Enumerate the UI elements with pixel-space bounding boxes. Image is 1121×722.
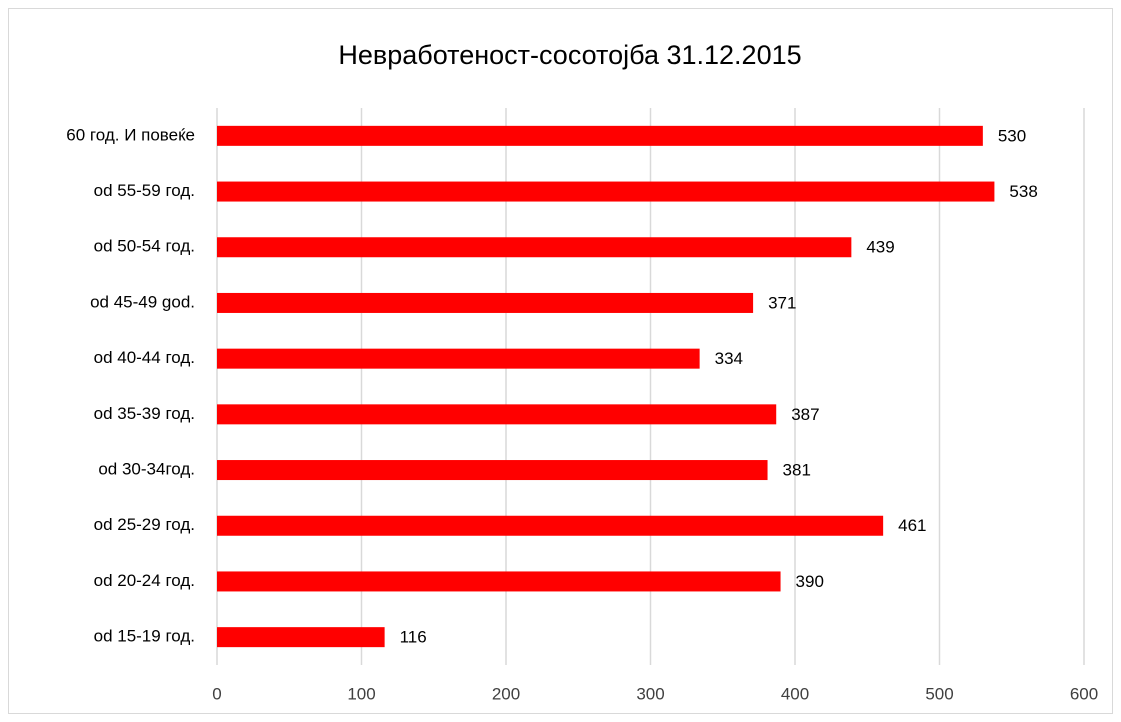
bar	[217, 571, 781, 592]
x-tick-label: 400	[781, 684, 809, 703]
y-tick-label: od 40-44 год.	[94, 348, 195, 367]
data-label: 116	[400, 628, 427, 647]
x-tick-label: 0	[212, 684, 221, 703]
bar	[217, 627, 385, 648]
y-tick-label: od 25-29 год.	[94, 515, 195, 534]
y-tick-label: od 50-54 год.	[94, 237, 195, 256]
bar	[217, 292, 754, 313]
data-label: 387	[791, 405, 819, 424]
data-label: 390	[796, 572, 824, 591]
x-tick-label: 200	[492, 684, 520, 703]
chart-title: Невработеност-сосотојба 31.12.2015	[338, 40, 801, 70]
y-tick-label: od 35-39 год.	[94, 404, 195, 423]
data-label: 381	[783, 461, 811, 480]
y-tick-label: od 30-34год.	[98, 460, 195, 479]
data-label: 538	[1009, 182, 1037, 201]
x-tick-label: 300	[636, 684, 664, 703]
data-label: 439	[866, 238, 894, 257]
y-tick-label: 60 год. И повеќе	[66, 125, 195, 144]
y-tick-label: od 20-24 год.	[94, 571, 195, 590]
bar	[217, 460, 768, 481]
x-tick-label: 500	[925, 684, 953, 703]
y-tick-label: od 55-59 год.	[94, 181, 195, 200]
y-tick-label: od 15-19 год.	[94, 627, 195, 646]
x-tick-label: 600	[1070, 684, 1098, 703]
y-tick-label: od 45-49 god.	[90, 292, 195, 311]
bar	[217, 515, 884, 536]
bar	[217, 125, 983, 146]
bar	[217, 237, 852, 258]
data-label: 530	[998, 126, 1026, 145]
data-label: 371	[768, 293, 796, 312]
data-label: 461	[898, 516, 926, 535]
bar	[217, 404, 777, 425]
bar	[217, 181, 995, 202]
bar	[217, 348, 700, 369]
x-tick-label: 100	[347, 684, 375, 703]
data-label: 334	[715, 349, 743, 368]
